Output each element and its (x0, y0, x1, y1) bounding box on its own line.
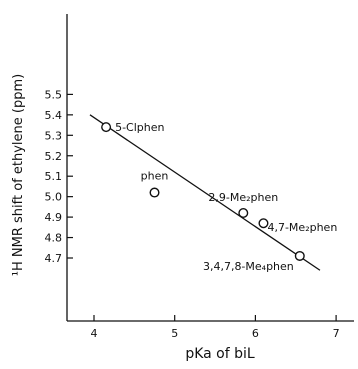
y-tick-label: 4.7 (45, 252, 63, 265)
data-point (149, 187, 160, 198)
point-label: 2,9-Me₂phen (208, 191, 278, 204)
data-points: 5-Clphen phen 2,9-Me₂phen 4,7-Me₂phen 3,4,7,… (101, 121, 337, 273)
y-tick-label: 5.3 (45, 129, 63, 142)
data-point (238, 208, 249, 219)
y-tick-label: 5.4 (45, 109, 63, 122)
y-axis-title: ¹H NMR shift of ethylene (ppm) (11, 74, 26, 276)
point-label: 4,7-Me₂phen (267, 221, 337, 234)
point-label: phen (141, 170, 169, 183)
y-tick-label: 5.2 (45, 150, 63, 163)
y-tick-label: 5.5 (45, 88, 63, 101)
axes (66, 14, 354, 322)
x-tick-label: 5 (171, 327, 178, 340)
x-axis-title: pKa of biL (185, 346, 255, 362)
data-point (258, 218, 269, 229)
data-point (101, 122, 112, 133)
point-label: 3,4,7,8-Me₄phen (203, 260, 294, 273)
regression-line (89, 114, 321, 271)
y-tick-label: 5.1 (45, 170, 63, 183)
x-tick-label: 7 (333, 327, 340, 340)
data-point (294, 250, 305, 261)
y-ticks: 4.7 4.8 4.9 5.0 5.1 5.2 5.3 5.4 5.5 (45, 88, 73, 265)
y-tick-label: 5.0 (45, 191, 63, 204)
x-tick-label: 6 (252, 327, 259, 340)
point-label: 5-Clphen (115, 121, 164, 134)
x-ticks: 4 5 6 7 (91, 315, 340, 340)
x-tick-label: 4 (91, 327, 98, 340)
y-tick-label: 4.9 (45, 211, 63, 224)
y-tick-label: 4.8 (45, 232, 63, 245)
